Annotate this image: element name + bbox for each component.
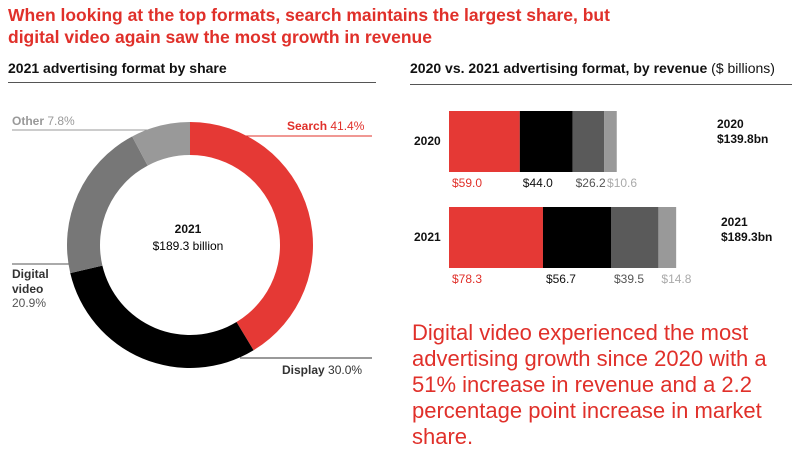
bar-category-2021: 2021 [414, 230, 441, 244]
bar-2021-digital-video [611, 207, 659, 268]
bar-value-label: $39.5 [614, 272, 644, 286]
label-video: Digital video 20.9% [12, 267, 49, 311]
divider [410, 84, 792, 85]
label-display-value: 30.0% [328, 363, 363, 377]
donut-slice-digital-video [67, 136, 148, 274]
bar-2020-display [519, 111, 573, 172]
donut-title: 2021 advertising format by share [8, 60, 227, 76]
label-other: Other 7.8% [12, 114, 75, 128]
bar-value-label: $26.2 [576, 176, 606, 190]
total-2021-value: $189.3bn [721, 230, 773, 244]
divider [8, 82, 376, 83]
donut-center-title: 2021 [174, 222, 202, 236]
insight-note: Digital video experienced the most adver… [412, 320, 767, 449]
bar-title: 2020 vs. 2021 advertising format, by rev… [410, 60, 775, 76]
label-video-name1: Digital [12, 267, 49, 281]
label-video-name2: video [12, 281, 44, 296]
bar-value-label: $44.0 [523, 176, 553, 190]
bar-value-label: $78.3 [452, 272, 482, 286]
bar-2020-search [449, 111, 520, 172]
donut-slice-other [132, 122, 190, 166]
label-search-name: Search [287, 119, 328, 133]
bar-value-label: $10.6 [607, 176, 637, 190]
total-2021-year: 2021 [721, 215, 748, 229]
donut-slice-display [70, 265, 254, 369]
bar-2021-other [658, 207, 677, 268]
total-2021: 2021 $189.3bn [721, 215, 772, 245]
bar-2021-display [542, 207, 611, 268]
total-2020-value: $139.8bn [717, 132, 769, 146]
donut-center-value: $189.3 billion [152, 239, 224, 253]
label-display: Display 30.0% [282, 363, 362, 377]
bar-2020-digital-video [572, 111, 605, 172]
label-video-value: 20.9% [12, 296, 47, 310]
label-display-name: Display [282, 363, 325, 377]
bar-value-label: $56.7 [546, 272, 576, 286]
total-2020-year: 2020 [717, 117, 744, 131]
label-other-name: Other [12, 114, 45, 128]
bar-title-unit: ($ billions) [711, 60, 775, 76]
bar-title-text: 2020 vs. 2021 advertising format, by rev… [410, 60, 708, 76]
total-2020: 2020 $139.8bn [717, 117, 768, 147]
bar-value-label: $59.0 [452, 176, 482, 190]
headline: When looking at the top formats, search … [8, 5, 610, 47]
label-search: Search 41.4% [287, 119, 364, 133]
bar-value-label: $14.8 [661, 272, 691, 286]
donut-slice-search [190, 122, 313, 351]
bar-2020-other [604, 111, 617, 172]
label-search-value: 41.4% [330, 119, 365, 133]
label-other-value: 7.8% [47, 114, 75, 128]
bar-category-2020: 2020 [414, 134, 441, 148]
bar-2021-search [449, 207, 543, 268]
